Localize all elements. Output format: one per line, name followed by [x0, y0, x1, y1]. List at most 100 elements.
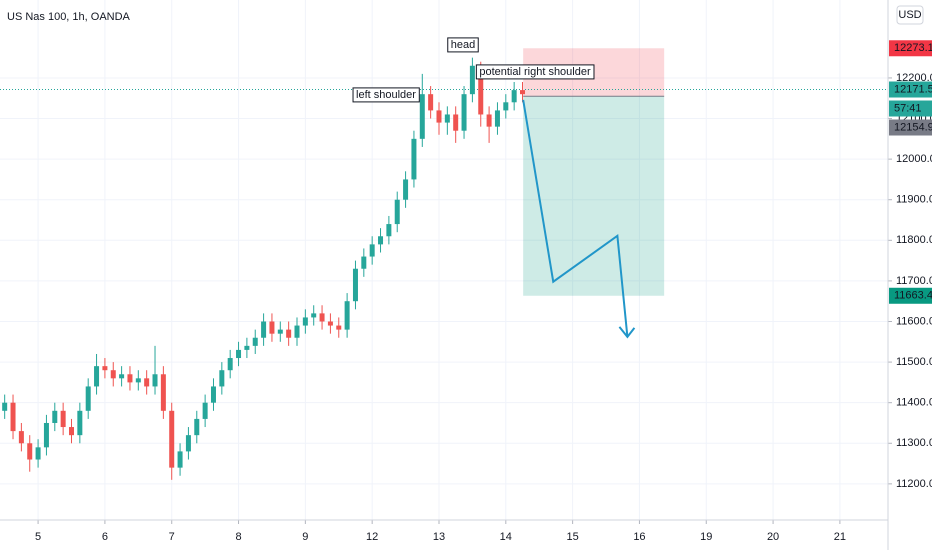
stop-price-label: 12273.1: [894, 42, 932, 54]
candle-body: [52, 410, 58, 423]
y-tick-label: 11500.0: [896, 356, 932, 368]
candle-body: [261, 321, 267, 338]
candle-body: [461, 94, 467, 131]
candle-body: [202, 402, 208, 419]
y-tick-label: 11700.0: [896, 275, 932, 287]
annotation: left shoulder: [352, 87, 420, 103]
candle-body: [35, 447, 41, 460]
candle-body: [68, 427, 74, 436]
candle-body: [419, 94, 425, 139]
candle-body: [135, 378, 141, 383]
grid: [0, 0, 888, 520]
candle-body: [378, 236, 384, 245]
annotation: potential right shoulder: [475, 64, 595, 80]
candle-body: [144, 378, 150, 387]
candle-body: [227, 358, 233, 371]
candle-body: [177, 451, 183, 468]
y-tick-label: 11600.0: [896, 315, 932, 327]
x-tick-label: 7: [169, 531, 175, 543]
x-tick-label: 8: [235, 531, 241, 543]
y-tick-label: 12200.0: [896, 72, 932, 84]
candle-body: [277, 329, 283, 334]
candle-body: [18, 431, 24, 444]
candle-body: [244, 345, 250, 350]
candle-body: [169, 410, 175, 468]
candle-body: [194, 418, 200, 436]
y-tick-label: 11300.0: [896, 437, 932, 449]
last-price-label: 12171.5: [894, 83, 932, 95]
candle-body: [511, 90, 517, 103]
candle-body: [119, 374, 125, 379]
candle-body: [469, 65, 475, 95]
candle-body: [43, 422, 49, 448]
x-tick-label: 13: [433, 531, 445, 543]
candle-body: [403, 179, 409, 200]
annotation-box: [475, 64, 595, 80]
x-tick-label: 5: [35, 531, 41, 543]
marks: [2, 57, 636, 480]
candle-body: [336, 325, 342, 330]
annotation: head: [447, 37, 479, 53]
x-tick-label: 15: [566, 531, 578, 543]
candle-body: [369, 244, 375, 257]
y-tick-label: 11900.0: [896, 194, 932, 206]
y-tick-label: 11800.0: [896, 234, 932, 246]
candle-body: [478, 65, 484, 115]
candle-body: [110, 370, 116, 379]
y-tick-label: 11400.0: [896, 397, 932, 409]
candle-body: [27, 443, 33, 460]
candle-body: [453, 114, 459, 131]
candle-body: [436, 110, 442, 123]
x-tick-label: 16: [633, 531, 645, 543]
entry-price-label-bg: [889, 119, 932, 136]
candle-body: [486, 114, 492, 127]
candle-body: [10, 402, 16, 432]
candle-body: [252, 337, 258, 346]
candle-body: [286, 329, 292, 338]
annotation-box: [352, 87, 420, 103]
candle-body: [394, 199, 400, 225]
candle-body: [428, 94, 434, 111]
countdown-label: 57:41: [894, 102, 922, 114]
candle-body: [361, 256, 367, 269]
annotation-text: head: [451, 39, 475, 51]
x-tick-label: 9: [302, 531, 308, 543]
annotation-box: [447, 37, 479, 53]
x-tick-label: 12: [366, 531, 378, 543]
y-tick-label: 11200.0: [896, 478, 932, 490]
chart-title: US Nas 100, 1h, OANDA: [7, 11, 131, 23]
x-tick-label: 6: [102, 531, 108, 543]
target-price-label-bg: [889, 287, 932, 304]
x-tick-label: 20: [767, 531, 779, 543]
candle-body: [444, 114, 450, 123]
projection-line: [522, 99, 629, 338]
x-tick-label: 21: [834, 531, 846, 543]
last-price-label-bg: [889, 81, 932, 98]
candle-body: [269, 321, 275, 334]
candle-body: [152, 374, 158, 387]
candle-body: [386, 224, 392, 237]
candle-body: [520, 90, 526, 95]
y-tick-label: 12000.0: [896, 153, 932, 165]
candle-body: [60, 410, 66, 428]
candle-body: [302, 317, 308, 326]
candle-body: [2, 402, 8, 411]
candle-body: [411, 138, 417, 180]
candle-body: [327, 321, 333, 326]
annotation-text: left shoulder: [356, 89, 416, 101]
entry-price-label: 12154.9: [894, 121, 932, 133]
candle-body: [294, 325, 300, 338]
candle-body: [94, 366, 100, 387]
projection-arrowhead: [618, 326, 636, 339]
candle-body: [236, 349, 242, 359]
annotation-text: potential right shoulder: [479, 66, 591, 78]
candle-body: [503, 102, 509, 111]
candle-body: [160, 374, 166, 411]
candle-body: [352, 268, 358, 302]
candle-body: [102, 366, 108, 371]
candle-body: [494, 110, 500, 127]
candle-body: [311, 313, 317, 318]
